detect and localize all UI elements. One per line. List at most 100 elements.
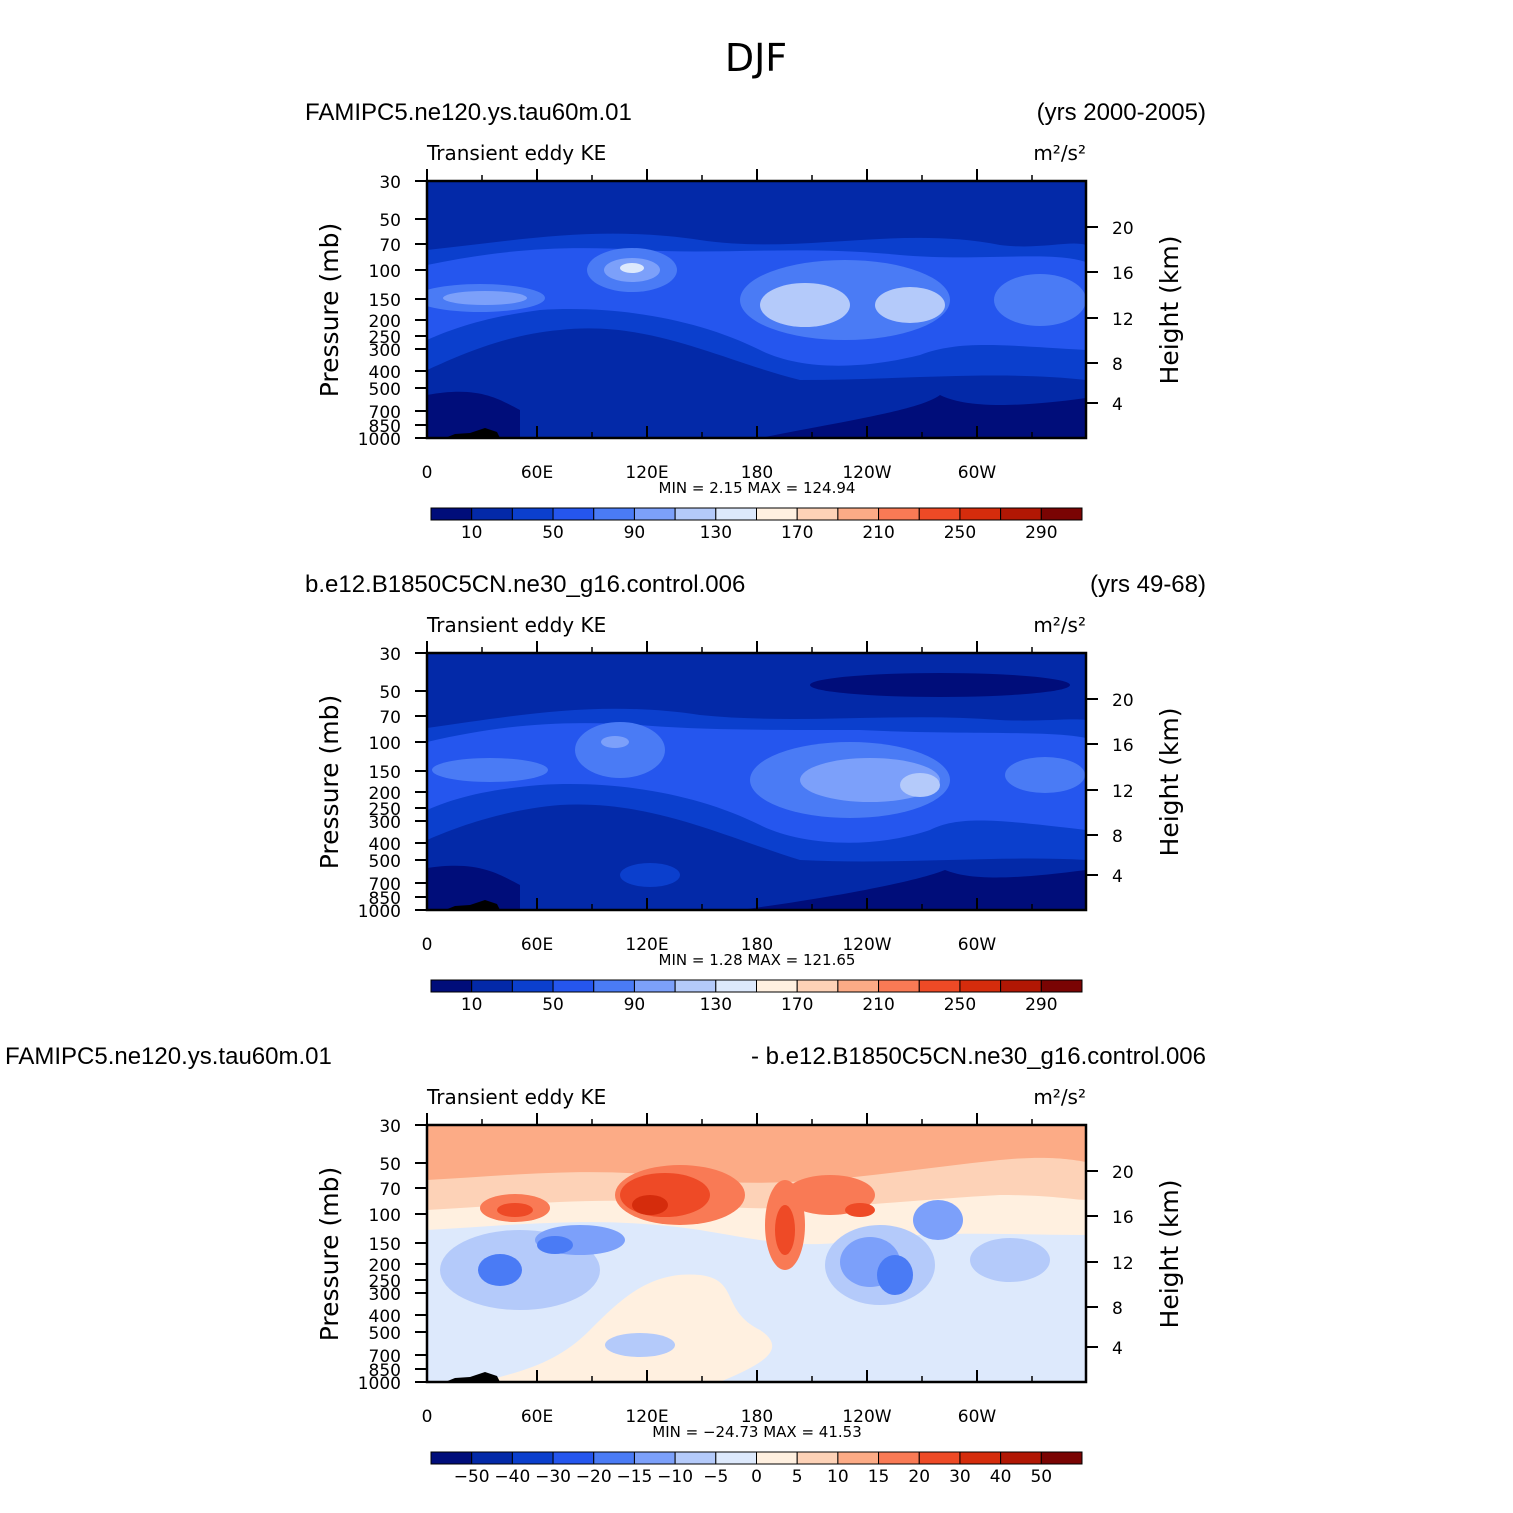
contour-fill-12: [427, 865, 520, 910]
y-tick-label: 250: [369, 800, 401, 820]
y2-tick-label: 4: [1112, 1339, 1123, 1359]
x-tick-label: 120E: [625, 935, 668, 955]
y-tick-label: 50: [379, 211, 401, 231]
y2-axis-label: Height (km): [1155, 708, 1184, 857]
contour-fill-13: [760, 395, 1086, 438]
y-tick-label: 850: [369, 889, 401, 909]
y-tick-label: 1000: [358, 902, 401, 922]
y-tick-label: 1000: [358, 430, 401, 450]
contour-fill-13: [740, 870, 1086, 910]
colorbar-swatch: [796, 979, 839, 993]
contour-fill-11: [913, 1200, 963, 1240]
y2-tick-label: 4: [1112, 867, 1123, 887]
colorbar-swatch: [918, 979, 961, 993]
x-tick-label: 0: [422, 1407, 433, 1427]
colorbar-label: 50: [542, 995, 564, 1015]
colorbar-swatch: [674, 979, 717, 993]
colorbar-label: 210: [862, 995, 894, 1015]
x-tick-label: 60W: [958, 935, 997, 955]
y-tick-label: 1000: [358, 1374, 401, 1394]
y-tick-label: 300: [369, 813, 401, 833]
y-tick-label: 70: [379, 708, 401, 728]
colorbar-swatch: [552, 1451, 595, 1465]
y-tick-label: 30: [379, 645, 401, 665]
contour-fill-10: [877, 1255, 913, 1295]
y-axis-label: Pressure (mb): [315, 223, 344, 397]
colorbar-swatch: [674, 1451, 717, 1465]
contour-fill-4: [432, 758, 548, 782]
colorbar-label: −10: [657, 1467, 693, 1487]
colorbar-label: 40: [990, 1467, 1012, 1487]
colorbar-label: 210: [862, 523, 894, 543]
contour-field: [427, 1125, 1086, 1382]
x-tick-label: 60W: [958, 463, 997, 483]
y-tick-label: 500: [369, 380, 401, 400]
colorbar-label: 0: [751, 1467, 762, 1487]
plot-subtitle: Transient eddy KE: [426, 1085, 606, 1109]
colorbar-swatch: [1040, 507, 1083, 521]
y-tick-label: 30: [379, 1117, 401, 1137]
colorbar-swatch: [959, 979, 1002, 993]
colorbar-label: 250: [944, 523, 976, 543]
y-tick-label: 200: [369, 1256, 401, 1276]
y-tick-label: 100: [369, 734, 401, 754]
y2-tick-label: 20: [1112, 219, 1134, 239]
x-tick-label: 180: [741, 935, 773, 955]
panel-right-title: (yrs 2000-2005): [1037, 99, 1206, 126]
colorbar-label: −30: [535, 1467, 571, 1487]
x-tick-label: 120E: [625, 1407, 668, 1427]
contour-fill-9: [760, 283, 850, 327]
colorbar-swatch: [756, 979, 798, 993]
panel-right-title: (yrs 49-68): [1090, 571, 1206, 598]
colorbar-swatch: [511, 979, 554, 993]
y-tick-label: 150: [369, 763, 401, 783]
y-tick-label: 500: [369, 852, 401, 872]
plot-units: m²/s²: [1033, 613, 1086, 637]
x-tick-label: 60E: [521, 935, 553, 955]
contour-fill-21: [775, 1205, 795, 1255]
y2-tick-label: 16: [1112, 264, 1134, 284]
y2-tick-label: 12: [1112, 782, 1134, 802]
colorbar-swatch: [878, 1451, 920, 1465]
contour-fill-11: [620, 263, 644, 273]
colorbar-label: −15: [616, 1467, 652, 1487]
y-tick-label: 150: [369, 291, 401, 311]
colorbar-swatch: [1000, 1451, 1042, 1465]
panels-layer: FAMIPC5.ne120.ys.tau60m.01 (yrs 2000-2005…: [5, 99, 1206, 1487]
panel-1: FAMIPC5.ne120.ys.tau60m.01 (yrs 2000-2005…: [305, 99, 1206, 543]
x-tick-label: 120W: [842, 463, 891, 483]
colorbar-swatch: [796, 1451, 839, 1465]
y2-tick-label: 20: [1112, 691, 1134, 711]
panel-left-title: FAMIPC5.ne120.ys.tau60m.01: [305, 99, 632, 126]
contour-fill-6: [478, 1254, 522, 1286]
contour-fill-10: [900, 773, 940, 797]
contour-fill-8: [601, 736, 629, 748]
colorbar-swatch: [796, 507, 839, 521]
panel-2: b.e12.B1850C5CN.ne30_g16.control.006 (yrs…: [305, 571, 1206, 1015]
panel-left-title: b.e12.B1850C5CN.ne30_g16.control.006: [305, 571, 745, 598]
contour-fill-7: [443, 291, 527, 305]
colorbar-swatch: [471, 979, 513, 993]
y-tick-label: 150: [369, 1235, 401, 1255]
colorbar-swatch: [959, 1451, 1002, 1465]
colorbar-swatch: [837, 507, 880, 521]
colorbar-swatch: [552, 979, 595, 993]
topography: [445, 900, 500, 910]
colorbar-label: 90: [624, 523, 646, 543]
panel-right-title: - b.e12.B1850C5CN.ne30_g16.control.006: [751, 1043, 1206, 1070]
colorbar-swatch: [511, 507, 554, 521]
y2-tick-label: 16: [1112, 736, 1134, 756]
plot-units: m²/s²: [1033, 141, 1086, 165]
y-tick-label: 400: [369, 1307, 401, 1327]
y-tick-label: 850: [369, 1361, 401, 1381]
colorbar-label: −50: [454, 1467, 490, 1487]
contour-fill-12: [605, 1333, 675, 1357]
colorbar-swatch: [633, 1451, 676, 1465]
colorbar-label: 90: [624, 995, 646, 1015]
plot-subtitle: Transient eddy KE: [426, 613, 606, 637]
y2-tick-label: 16: [1112, 1208, 1134, 1228]
colorbar-swatch: [633, 507, 676, 521]
colorbar-swatch: [593, 1451, 635, 1465]
contour-fill-7: [1005, 757, 1085, 793]
colorbar-label: 20: [908, 1467, 930, 1487]
